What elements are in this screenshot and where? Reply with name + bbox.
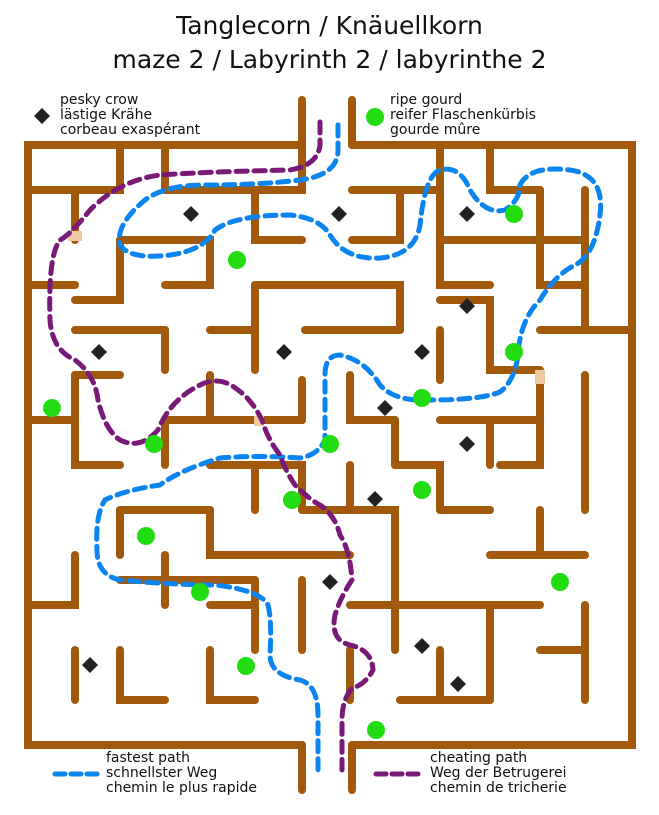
crow-marker-icon <box>91 344 107 360</box>
crow-marker-icon <box>367 491 383 507</box>
gourd-marker-icon <box>413 481 431 499</box>
fastest-legend-de: schnellster Weg <box>106 765 218 781</box>
title-line-1: Tanglecorn / Knäuellkorn <box>176 11 483 40</box>
title-line-2: maze 2 / Labyrinth 2 / labyrinthe 2 <box>112 45 547 74</box>
crow-marker-icon <box>459 298 475 314</box>
gourd-legend: ripe gourd reifer Flaschenkürbis gourde … <box>390 93 536 138</box>
gap-highlight <box>254 416 264 426</box>
gourd-legend-de: reifer Flaschenkürbis <box>390 107 536 123</box>
cheating-path <box>47 119 376 773</box>
crow-marker-icon <box>322 574 338 590</box>
crow-marker-icon <box>82 657 98 673</box>
fastest-path <box>94 122 604 773</box>
maze-walls <box>24 96 636 794</box>
crow-legend: pesky crow lästige Krähe corbeau exaspér… <box>60 93 200 138</box>
crow-legend-fr: corbeau exaspérant <box>60 122 201 138</box>
crow-marker-icon <box>414 638 430 654</box>
gourds <box>43 205 569 739</box>
fastest-legend-fr: chemin le plus rapide <box>106 780 257 796</box>
gourd-marker-icon <box>43 399 61 417</box>
crow-legend-de: lästige Krähe <box>60 107 153 123</box>
crow-marker-icon <box>183 206 199 222</box>
gourd-legend-en: ripe gourd <box>390 92 463 108</box>
crow-legend-diamond-icon <box>34 108 50 124</box>
fastest-legend-en: fastest path <box>106 750 190 766</box>
crow-marker-icon <box>377 400 393 416</box>
gourd-marker-icon <box>137 527 155 545</box>
cheating-path-legend: cheating path Weg der Betrugerei chemin … <box>430 751 567 796</box>
gourd-marker-icon <box>367 721 385 739</box>
gourd-marker-icon <box>551 573 569 591</box>
gourd-marker-icon <box>321 435 339 453</box>
crow-marker-icon <box>459 206 475 222</box>
cheating-legend-en: cheating path <box>430 750 528 766</box>
gourd-marker-icon <box>505 205 523 223</box>
crow-marker-icon <box>414 344 430 360</box>
crow-marker-icon <box>276 344 292 360</box>
gourd-legend-fr: gourde mûre <box>390 122 481 138</box>
gourd-marker-icon <box>505 343 523 361</box>
gourd-marker-icon <box>237 657 255 675</box>
crow-marker-icon <box>450 676 466 692</box>
gourd-marker-icon <box>228 251 246 269</box>
gap-highlights <box>68 231 545 426</box>
gourd-marker-icon <box>191 583 209 601</box>
cheating-legend-fr: chemin de tricherie <box>430 780 567 796</box>
crow-marker-icon <box>331 206 347 222</box>
crow-marker-icon <box>459 436 475 452</box>
gap-highlight <box>68 231 82 241</box>
gourd-legend-dot-icon <box>366 108 384 126</box>
gap-highlight <box>535 370 545 384</box>
crows <box>82 206 475 692</box>
crow-legend-en: pesky crow <box>60 92 139 108</box>
gourd-marker-icon <box>283 491 301 509</box>
cheating-legend-de: Weg der Betrugerei <box>430 765 567 781</box>
fastest-path-legend: fastest path schnellster Weg chemin le p… <box>106 751 257 796</box>
gourd-marker-icon <box>413 389 431 407</box>
gourd-marker-icon <box>145 435 163 453</box>
